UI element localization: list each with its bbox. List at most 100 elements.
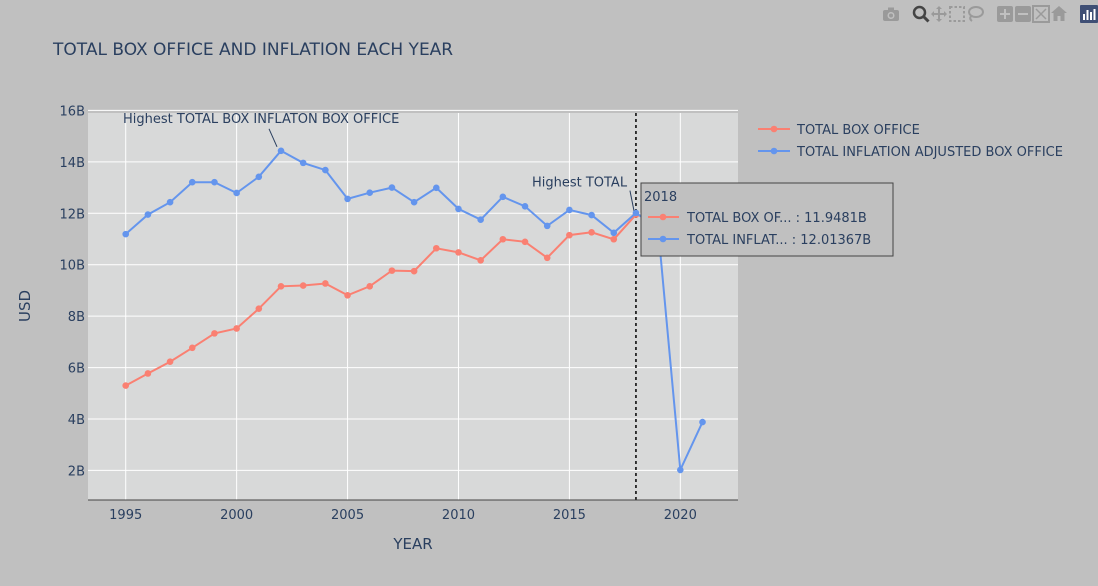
- tooltip-swatch-marker: [659, 213, 667, 221]
- tooltip-swatch-marker: [659, 235, 667, 243]
- tooltip-row-text: TOTAL BOX OF... : 11.9481B: [686, 211, 867, 226]
- x-axis-title: YEAR: [392, 535, 432, 553]
- data-point[interactable]: [588, 229, 595, 236]
- y-tick-label: 14B: [60, 156, 85, 171]
- reset-axes-icon[interactable]: [1050, 5, 1068, 23]
- y-axis-ticks: 2B 4B 6B 8B 10B 12B 14B 16B: [60, 104, 85, 479]
- legend-item[interactable]: TOTAL BOX OFFICE: [758, 123, 920, 138]
- data-point[interactable]: [299, 282, 307, 289]
- data-point[interactable]: [188, 344, 196, 352]
- data-point[interactable]: [255, 173, 263, 181]
- series-line: [125, 213, 637, 387]
- zoom-out-icon[interactable]: [1014, 5, 1032, 23]
- data-point[interactable]: [521, 238, 529, 246]
- data-point[interactable]: [521, 203, 529, 210]
- data-point[interactable]: [588, 211, 595, 219]
- data-point[interactable]: [477, 216, 484, 224]
- legend: TOTAL BOX OFFICE TOTAL INFLATION ADJUSTED…: [758, 123, 1063, 160]
- data-point[interactable]: [144, 211, 152, 218]
- box-select-icon[interactable]: [948, 5, 966, 23]
- data-point[interactable]: [410, 198, 418, 206]
- data-point[interactable]: [344, 292, 351, 299]
- lasso-icon[interactable]: [966, 5, 984, 23]
- data-point[interactable]: [432, 184, 440, 192]
- chart-title: TOTAL BOX OFFICE AND INFLATION EACH YEAR: [52, 40, 453, 60]
- x-tick-label: 2010: [442, 508, 475, 523]
- data-point[interactable]: [277, 283, 285, 290]
- data-point[interactable]: [432, 244, 440, 252]
- plotly-logo-icon[interactable]: [1080, 5, 1098, 23]
- data-point[interactable]: [233, 325, 240, 332]
- data-point[interactable]: [677, 466, 684, 474]
- series-box-office: [122, 211, 640, 389]
- data-point[interactable]: [122, 382, 130, 389]
- data-point[interactable]: [122, 230, 130, 238]
- autoscale-icon[interactable]: [1032, 5, 1050, 23]
- zoom-in-icon[interactable]: [996, 5, 1014, 23]
- data-point[interactable]: [211, 330, 218, 337]
- data-point[interactable]: [366, 189, 374, 197]
- x-tick-label: 1995: [109, 508, 142, 523]
- y-tick-label: 2B: [68, 464, 85, 479]
- data-point[interactable]: [543, 254, 551, 262]
- data-point[interactable]: [610, 235, 618, 243]
- data-point[interactable]: [699, 418, 706, 426]
- data-point[interactable]: [499, 235, 507, 243]
- data-point[interactable]: [388, 267, 396, 274]
- x-tick-label: 2000: [220, 508, 253, 523]
- data-point[interactable]: [255, 305, 263, 312]
- data-point[interactable]: [144, 370, 152, 377]
- x-tick-label: 2020: [664, 508, 697, 523]
- annotation-text: Highest TOTAL: [532, 176, 628, 191]
- y-tick-label: 6B: [68, 362, 85, 377]
- zoom-icon[interactable]: [912, 5, 930, 23]
- y-tick-label: 16B: [60, 104, 85, 119]
- data-point[interactable]: [388, 184, 396, 191]
- camera-icon[interactable]: [882, 5, 900, 23]
- tooltip-header: 2018: [644, 190, 677, 205]
- grid-lines: [88, 109, 738, 500]
- data-point[interactable]: [322, 166, 329, 174]
- data-point[interactable]: [566, 231, 573, 239]
- x-tick-label: 2015: [553, 508, 586, 523]
- data-point[interactable]: [410, 267, 418, 275]
- legend-swatch-marker: [770, 147, 778, 155]
- legend-item[interactable]: TOTAL INFLATION ADJUSTED BOX OFFICE: [758, 145, 1063, 160]
- hover-tooltip: 2018 TOTAL BOX OF... : 11.9481B TOTAL INFL…: [640, 182, 894, 257]
- legend-label: TOTAL INFLATION ADJUSTED BOX OFFICE: [796, 145, 1063, 160]
- y-tick-label: 10B: [60, 259, 85, 274]
- y-axis-title: USD: [16, 290, 34, 322]
- data-point[interactable]: [233, 189, 240, 197]
- data-point[interactable]: [499, 193, 507, 201]
- data-point[interactable]: [166, 198, 174, 206]
- data-point[interactable]: [211, 178, 218, 186]
- data-point[interactable]: [366, 283, 374, 290]
- tooltip-row-text: TOTAL INFLAT... : 12.01367B: [686, 233, 871, 248]
- data-point[interactable]: [188, 178, 196, 186]
- data-point[interactable]: [166, 358, 174, 365]
- annotation-text: Highest TOTAL BOX INFLATON BOX OFFICE: [123, 112, 399, 127]
- data-point[interactable]: [610, 229, 618, 237]
- data-point[interactable]: [299, 159, 307, 167]
- data-point[interactable]: [455, 205, 462, 213]
- x-axis-ticks: 1995 2000 2005 2010 2015 2020: [109, 508, 697, 523]
- annotation-arrow: [629, 190, 635, 211]
- y-tick-label: 8B: [68, 310, 85, 325]
- series-layer: [122, 147, 706, 474]
- tooltip-box: [640, 182, 894, 257]
- data-point[interactable]: [455, 249, 462, 256]
- annotations: Highest TOTAL BOX INFLATON BOX OFFICE Hig…: [123, 112, 635, 211]
- data-point[interactable]: [543, 222, 551, 230]
- data-point[interactable]: [566, 206, 573, 214]
- data-point[interactable]: [344, 195, 351, 203]
- data-point[interactable]: [477, 257, 484, 264]
- data-point[interactable]: [322, 280, 329, 287]
- legend-label: TOTAL BOX OFFICE: [796, 123, 920, 138]
- plot-area[interactable]: [88, 113, 738, 500]
- data-point[interactable]: [632, 209, 640, 217]
- data-point[interactable]: [277, 147, 285, 155]
- y-tick-label: 4B: [68, 413, 85, 428]
- pan-icon[interactable]: [930, 5, 948, 23]
- legend-swatch-marker: [770, 125, 778, 133]
